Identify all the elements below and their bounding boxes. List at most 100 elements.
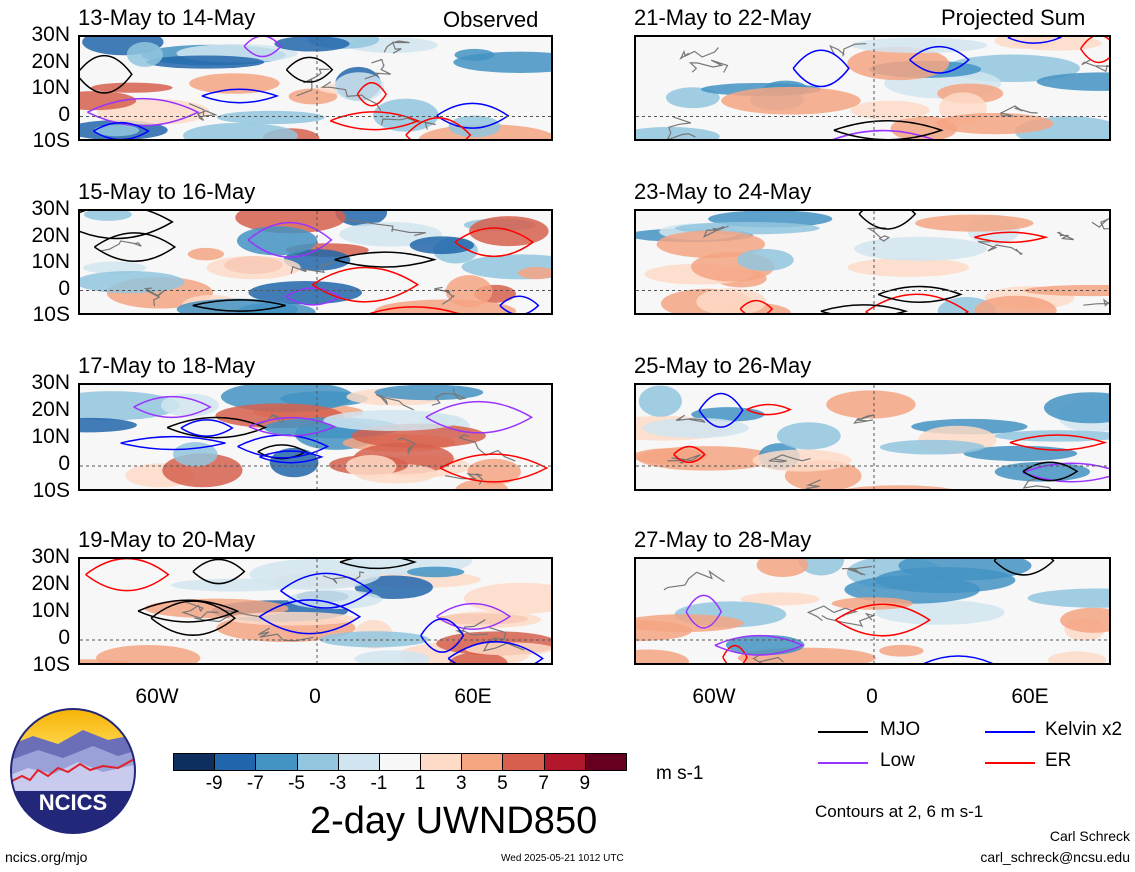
- wind-anomaly-shade: [449, 652, 508, 663]
- contour-er: [974, 231, 1049, 244]
- contour-er: [834, 603, 931, 637]
- wind-anomaly-shade: [468, 216, 549, 247]
- coastline: [180, 601, 219, 619]
- wind-anomaly-shade: [740, 592, 820, 606]
- map-panel: [634, 557, 1111, 665]
- wind-anomaly-shade: [850, 100, 930, 120]
- y-tick-label: 10S: [32, 479, 70, 502]
- contour-kelvin-x2: [499, 295, 540, 313]
- contour-kelvin-x2: [447, 641, 544, 663]
- contour-mjo: [339, 559, 417, 570]
- contour-kelvin-x2: [909, 46, 970, 74]
- coastline: [1056, 231, 1075, 241]
- wind-anomaly-shade: [454, 48, 495, 61]
- x-tick-left-60e: 60E: [454, 685, 492, 708]
- wind-anomaly-shade: [335, 211, 388, 227]
- wind-anomaly-shade: [227, 611, 357, 626]
- wind-anomaly-shade: [1043, 392, 1109, 424]
- wind-anomaly-shade: [776, 422, 841, 450]
- wind-anomaly-shade: [464, 582, 551, 614]
- wind-anomaly-shade: [636, 649, 690, 663]
- contour-kelvin-x2: [698, 392, 744, 428]
- wind-anomaly-shade: [406, 566, 465, 578]
- contour-er: [356, 82, 388, 107]
- timestamp: Wed 2025-05-21 1012 UTC: [501, 853, 624, 864]
- wind-anomaly-shade: [183, 122, 298, 139]
- wind-anomaly-shade: [374, 385, 484, 401]
- colorbar-cell: [337, 753, 380, 771]
- coastline: [1083, 298, 1109, 307]
- contour-mjo: [137, 599, 240, 623]
- coastline: [666, 116, 696, 139]
- wind-anomaly-shade: [96, 645, 201, 663]
- contour-mjo: [166, 416, 268, 439]
- coastline: [663, 569, 725, 591]
- legend-line-kelvin: [985, 731, 1035, 733]
- colorbar-cell: [214, 753, 257, 771]
- wind-anomaly-shade: [146, 55, 265, 69]
- projected-label: Projected Sum: [941, 5, 1086, 30]
- wind-anomaly-shade: [851, 37, 988, 54]
- wind-anomaly-shade: [83, 261, 146, 275]
- contour-mjo: [80, 55, 133, 94]
- coastline: [688, 59, 729, 73]
- y-tick-label: 0: [58, 626, 70, 649]
- wind-anomaly-shade: [736, 248, 794, 272]
- site-link[interactable]: ncics.org/mjo: [5, 849, 88, 865]
- coastline: [258, 627, 314, 642]
- colorbar-cell: [296, 753, 339, 771]
- contour-low: [436, 602, 512, 630]
- contour-low: [247, 221, 333, 258]
- wind-anomaly-shade: [915, 214, 1034, 232]
- map-panel: [634, 383, 1111, 491]
- y-tick-label: 30N: [31, 197, 70, 220]
- contour-low: [87, 97, 200, 127]
- coastline: [376, 393, 414, 411]
- coastline: [434, 286, 455, 305]
- coastline: [675, 414, 706, 423]
- wind-anomaly-shade: [189, 73, 280, 94]
- contour-er: [1009, 434, 1108, 451]
- colorbar-tick-label: -5: [288, 773, 305, 794]
- wind-anomaly-shade: [826, 390, 916, 419]
- coastline: [679, 47, 719, 61]
- coastline: [99, 240, 142, 252]
- coastline: [320, 81, 382, 111]
- contour-low: [714, 634, 805, 656]
- colorbar-cell: [461, 753, 504, 771]
- x-tick-right-0: 0: [866, 685, 878, 708]
- wind-anomaly-shade: [691, 407, 765, 422]
- y-tick-label: 20N: [31, 223, 70, 247]
- panel-title-left-1: 13-May to 14-May: [78, 5, 256, 30]
- y-tick-label: 10N: [31, 76, 70, 99]
- wind-anomaly-shade: [1036, 72, 1109, 91]
- colorbar-tick-label: 1: [414, 773, 426, 794]
- x-tick-right-60e: 60E: [1011, 685, 1049, 708]
- wind-anomaly-shade: [373, 98, 439, 132]
- coastline: [806, 605, 859, 622]
- wind-anomaly-shade: [448, 115, 501, 138]
- y-tick-label: 10S: [32, 653, 70, 676]
- chart-title: 2-day UWND850: [310, 800, 598, 842]
- panel-title-right-3: 25-May to 26-May: [634, 353, 812, 378]
- wind-anomaly-shade: [187, 247, 225, 261]
- colorbar-cell: [584, 753, 627, 771]
- y-tick-label: 30N: [31, 23, 70, 46]
- contour-mjo: [993, 559, 1055, 576]
- wind-anomaly-shade: [80, 270, 185, 294]
- email[interactable]: carl_schreck@ncsu.edu: [980, 849, 1130, 865]
- wind-anomaly-shade: [84, 211, 132, 221]
- wind-anomaly-shade: [126, 41, 163, 67]
- wind-anomaly-shade: [847, 257, 970, 277]
- coastline: [344, 219, 426, 237]
- panel-title-left-2: 15-May to 16-May: [78, 179, 256, 204]
- y-tick-label: 0: [58, 102, 70, 126]
- wind-anomaly-shade: [798, 559, 845, 576]
- y-tick-label: 20N: [31, 49, 70, 73]
- wind-anomaly-shade: [319, 631, 429, 648]
- legend-line-low: [818, 762, 868, 764]
- y-tick-label: 30N: [31, 545, 70, 568]
- y-tick-label: 10N: [31, 425, 70, 448]
- map-panel: [78, 35, 553, 141]
- y-tick-label: 0: [58, 276, 70, 300]
